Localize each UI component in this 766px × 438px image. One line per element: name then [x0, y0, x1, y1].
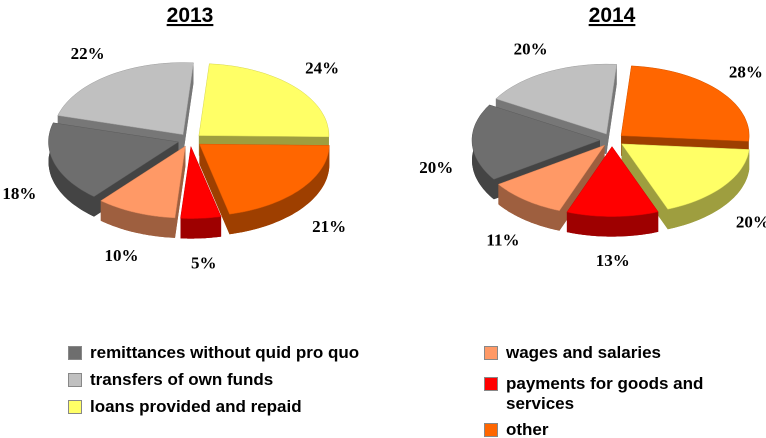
value-label: 20% — [736, 212, 766, 231]
legend-label: other — [506, 420, 549, 438]
slice-top — [471, 104, 601, 180]
legend-swatch — [484, 377, 498, 391]
slice — [198, 63, 330, 157]
slice — [180, 145, 222, 239]
slice-wall — [100, 200, 175, 238]
slice-wall — [498, 184, 560, 231]
slice-wall — [48, 122, 94, 217]
legend-label: remittances without quid pro quo — [90, 343, 360, 362]
slice-top — [621, 143, 750, 210]
slice-top — [497, 144, 606, 211]
legend-swatch — [68, 346, 82, 360]
value-label: 5% — [191, 253, 217, 272]
slice — [471, 104, 601, 200]
slice-top — [566, 146, 659, 217]
slice-side — [199, 144, 230, 235]
legend-label: loans provided and repaid — [90, 397, 302, 416]
legend-swatch — [68, 400, 82, 414]
legend-item: remittances without quid pro quo — [68, 343, 359, 363]
legend-swatch — [68, 373, 82, 387]
slice-top — [620, 65, 750, 142]
legend-swatch — [484, 423, 498, 437]
slice-top — [199, 143, 330, 215]
value-label: 13% — [596, 251, 630, 270]
slice-wall — [180, 216, 222, 239]
slice-side — [621, 143, 668, 230]
slice-top — [57, 62, 194, 135]
legend-item: payments for goods and services — [484, 374, 754, 414]
value-label: 11% — [486, 230, 519, 249]
slice-top — [100, 145, 186, 219]
legend-swatch — [484, 346, 498, 360]
slice-top — [48, 122, 180, 197]
legend-label: wages and salaries — [506, 343, 661, 362]
slice-wall — [667, 149, 750, 230]
slice-top — [180, 145, 222, 219]
slice-side — [606, 64, 617, 155]
legend-label: transfers of own funds — [90, 370, 274, 389]
value-label: 20% — [419, 158, 453, 177]
slice-top — [495, 63, 617, 135]
legend-item: loans provided and repaid — [68, 397, 302, 417]
slice-side — [175, 146, 186, 238]
slice-top — [198, 63, 330, 138]
slice — [497, 144, 606, 231]
value-label: 21% — [312, 217, 346, 236]
slice — [566, 146, 659, 237]
chart-title: 2013 — [167, 4, 214, 27]
legend-label: payments for goods and services — [506, 374, 704, 413]
slice-wall — [566, 211, 659, 237]
slice-side — [183, 62, 194, 155]
legend-item: wages and salaries — [484, 343, 661, 363]
legend-item: other — [484, 420, 549, 438]
slice-wall — [229, 145, 330, 235]
slice — [621, 143, 750, 230]
value-label: 20% — [514, 40, 548, 59]
value-label: 10% — [104, 246, 138, 265]
slice — [100, 145, 186, 238]
value-label: 24% — [305, 59, 339, 78]
value-label: 22% — [71, 44, 105, 63]
slice — [199, 143, 330, 235]
legend-item: transfers of own funds — [68, 370, 273, 390]
chart-title: 2014 — [589, 4, 636, 27]
value-label: 28% — [729, 63, 763, 82]
value-label: 18% — [2, 184, 36, 203]
